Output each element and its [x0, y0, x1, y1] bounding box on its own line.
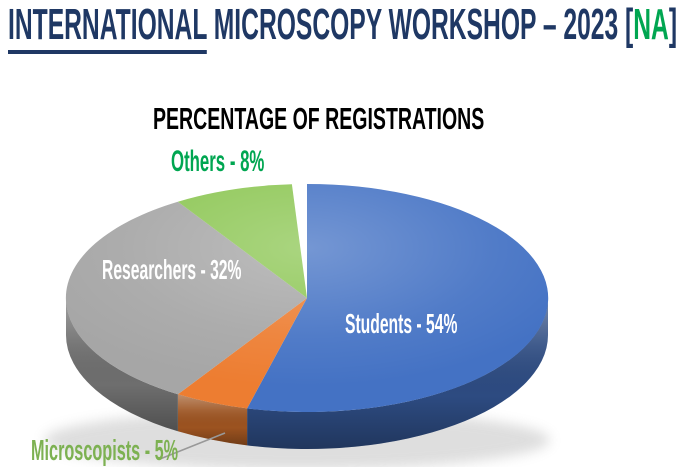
- title-bracket-open: [: [625, 0, 634, 49]
- chart-subtitle: PERCENTAGE OF REGISTRATIONS: [153, 101, 485, 136]
- callout-leader-line: [159, 432, 226, 460]
- pie-callout-students: Students - 54%: [345, 308, 458, 339]
- title-bracket-close: ]: [669, 0, 676, 49]
- title-underlined-word: INTERNATIONAL: [8, 0, 207, 54]
- pie-rim-sheen: [65, 298, 178, 432]
- page-title: INTERNATIONAL MICROSCOPY WORKSHOP – 2023…: [8, 0, 676, 54]
- pie-callout-others: Others - 8%: [171, 145, 265, 178]
- pie-top-sheen: [66, 184, 548, 412]
- pie-callout-researchers: Researchers - 32%: [102, 254, 242, 285]
- title-highlight: NA: [633, 0, 669, 49]
- title-main: MICROSCOPY WORKSHOP – 2023: [206, 0, 626, 49]
- pie-callout-microscopists: Microscopists - 5%: [31, 435, 179, 467]
- pie-rim-sheen: [177, 394, 248, 446]
- pie-rim-sheen: [247, 298, 548, 449]
